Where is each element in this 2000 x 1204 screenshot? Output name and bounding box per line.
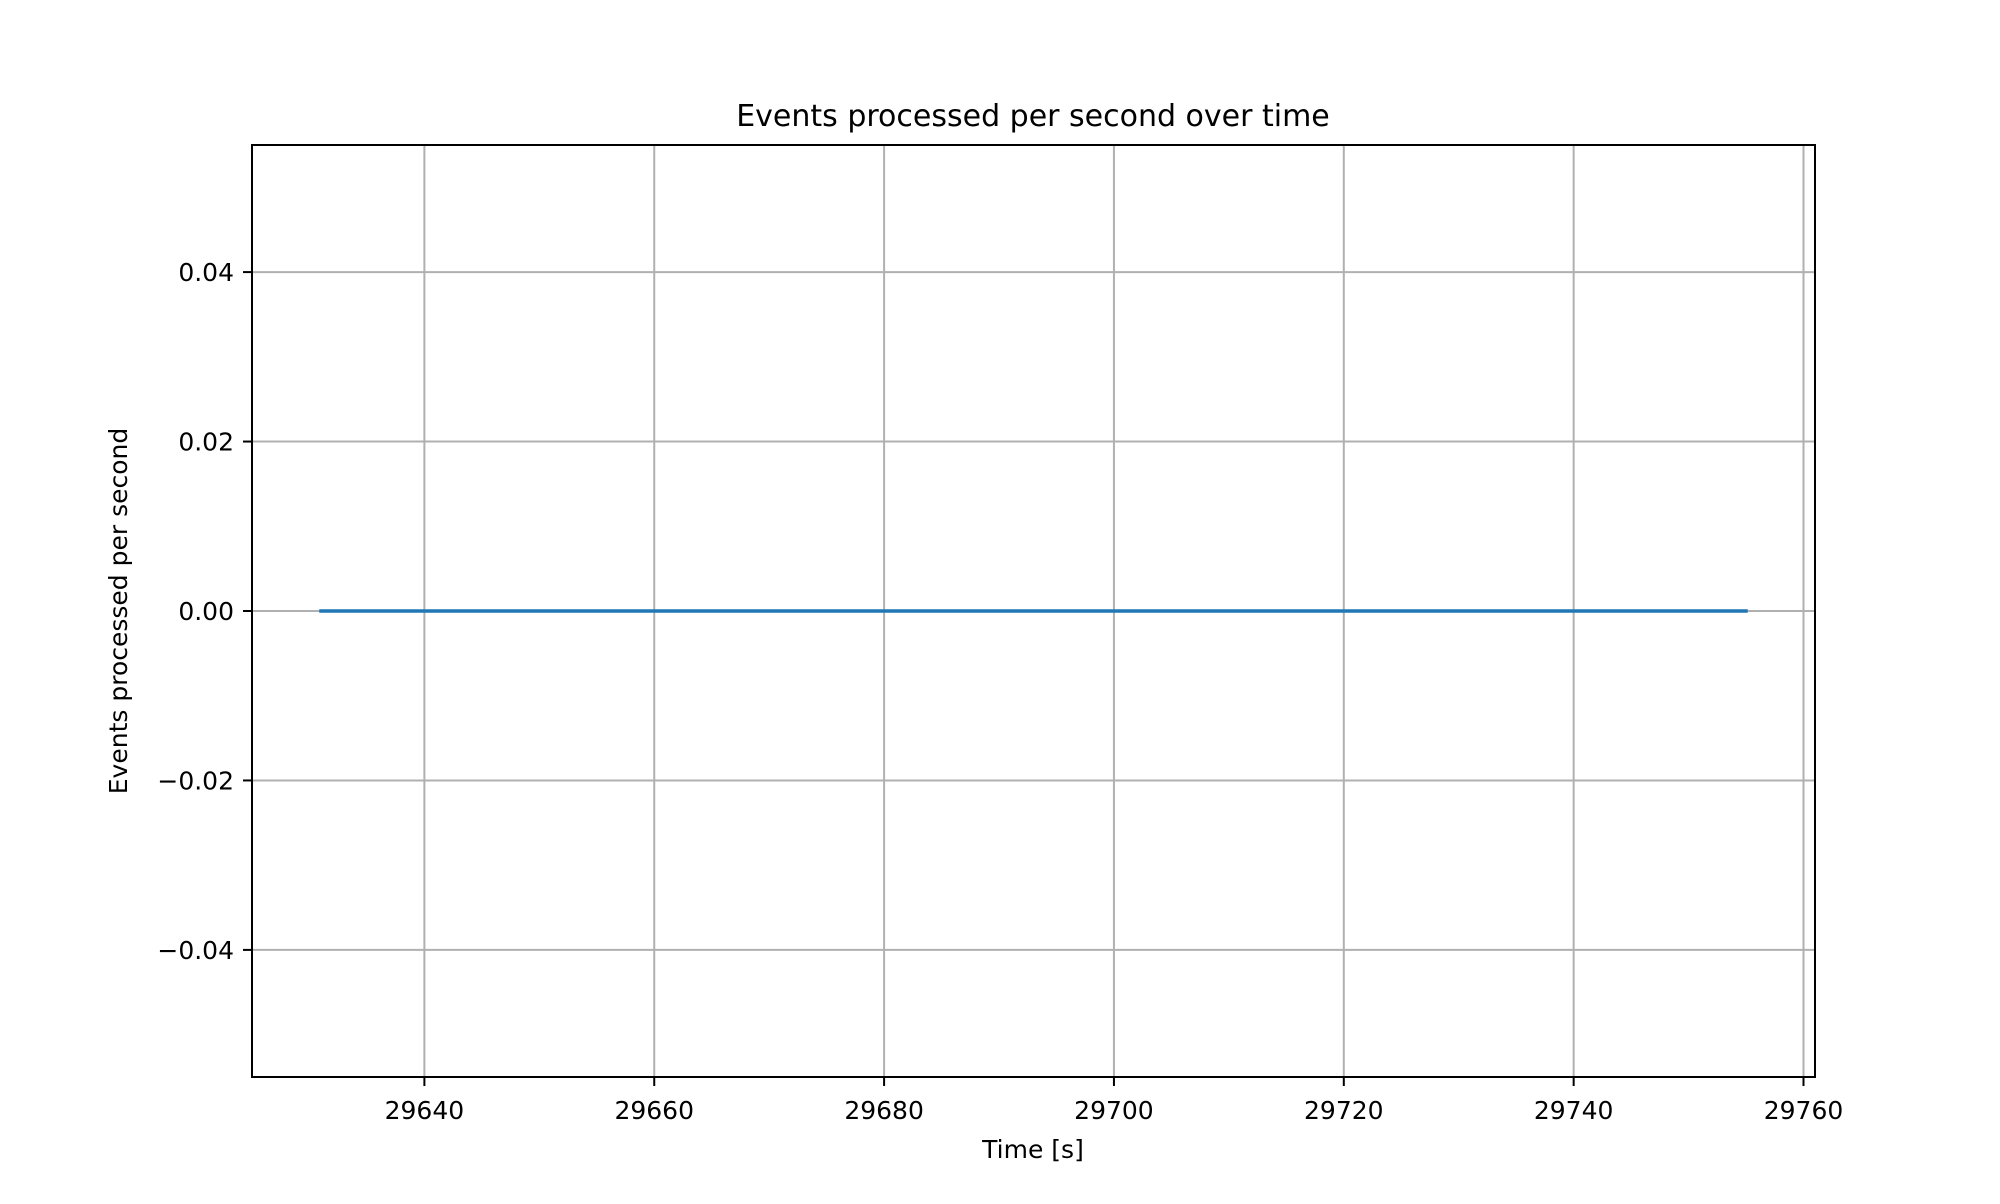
x-tick-label: 29640 bbox=[385, 1096, 465, 1125]
x-axis-label: Time [s] bbox=[981, 1135, 1084, 1164]
y-axis-label: Events processed per second bbox=[104, 428, 133, 795]
y-tick-label: 0.00 bbox=[178, 597, 234, 626]
x-tick-label: 29700 bbox=[1074, 1096, 1154, 1125]
x-tick-label: 29740 bbox=[1534, 1096, 1614, 1125]
chart-title: Events processed per second over time bbox=[736, 99, 1330, 134]
x-tick-label: 29660 bbox=[614, 1096, 694, 1125]
x-tick-label: 29760 bbox=[1764, 1096, 1844, 1125]
y-tick-label: 0.04 bbox=[178, 258, 234, 287]
x-tick-label: 29680 bbox=[844, 1096, 924, 1125]
y-tick-label: −0.04 bbox=[157, 936, 234, 965]
y-tick-label: −0.02 bbox=[157, 766, 234, 795]
axis-ticks: 29640 29660 29680 29700 29720 29740 29760 0.04 0… bbox=[157, 258, 1843, 1125]
x-tick-label: 29720 bbox=[1304, 1096, 1384, 1125]
y-tick-label: 0.02 bbox=[178, 428, 234, 457]
